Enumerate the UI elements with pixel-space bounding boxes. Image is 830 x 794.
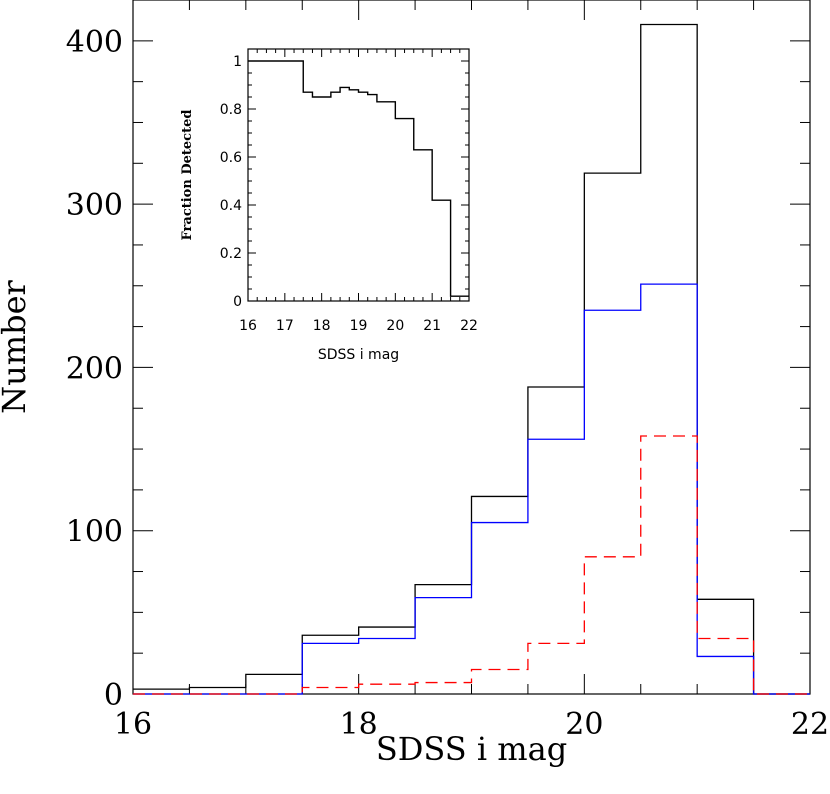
inset-x-tick-label: 16 <box>239 318 257 334</box>
inset-x-tick-label: 17 <box>276 318 294 334</box>
inset-y-tick-label: 0.2 <box>220 246 242 262</box>
inset-y-tick-label: 0.8 <box>220 102 242 118</box>
main-y-axis-title: Number <box>0 279 33 413</box>
inset-y-tick-label: 0.6 <box>220 150 242 166</box>
main-y-tick-label: 400 <box>66 25 123 60</box>
main-y-tick-label: 100 <box>66 515 123 550</box>
main-series-1 <box>133 283 810 695</box>
inset-histogram: 16 17 18 19 20 21 22 0 0.2 0.4 0.6 0.8 1 SDSS i mag Fr… <box>180 48 478 363</box>
inset-y-axis-title: Fraction Detected <box>180 110 195 241</box>
inset-frame <box>247 48 470 302</box>
main-x-tick-label: 16 <box>114 707 152 742</box>
main-x-tick-label: 18 <box>340 707 378 742</box>
main-x-tick-label: 20 <box>565 707 603 742</box>
main-x-axis-title: SDSS i mag <box>376 730 567 768</box>
inset-y-tick-label: 0 <box>233 294 242 310</box>
inset-x-tick-label: 18 <box>313 318 331 334</box>
inset-series-0 <box>248 60 469 297</box>
main-y-tick-label: 300 <box>66 188 123 223</box>
inset-x-axis-title: SDSS i mag <box>318 347 399 363</box>
main-y-tick-label: 0 <box>104 678 123 713</box>
inset-y-tick-label: 0.4 <box>220 198 242 214</box>
inset-x-tick-label: 22 <box>460 318 478 334</box>
inset-x-tick-label: 19 <box>350 318 368 334</box>
main-x-tick-label: 22 <box>791 707 829 742</box>
inset-x-tick-label: 20 <box>386 318 404 334</box>
inset-x-tick-label: 21 <box>423 318 441 334</box>
main-series-2 <box>133 435 810 695</box>
inset-y-tick-label: 1 <box>233 54 242 70</box>
main-y-tick-label: 200 <box>66 351 123 386</box>
